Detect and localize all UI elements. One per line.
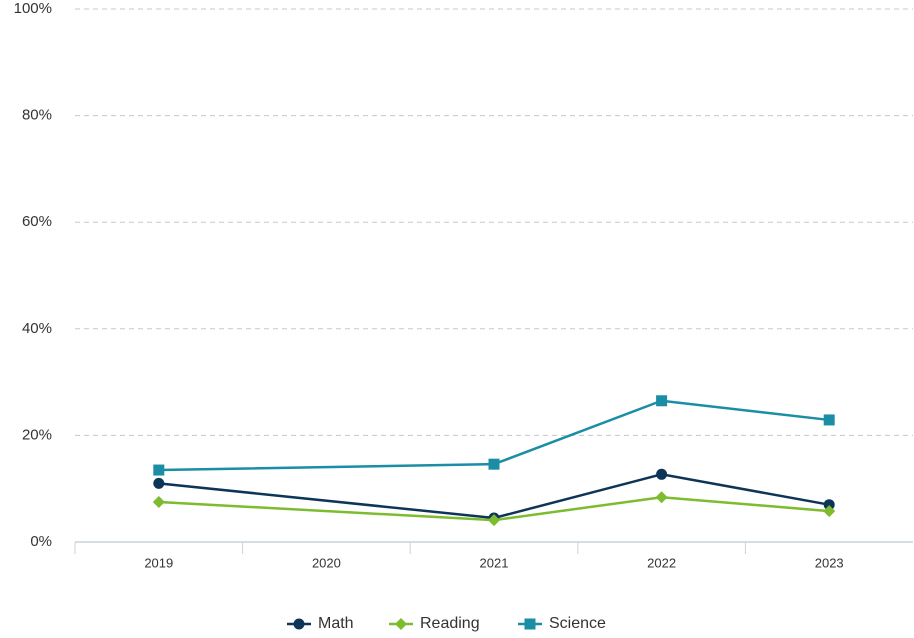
- series-line: [158, 399, 830, 472]
- data-point: [656, 468, 668, 480]
- x-tick-label: 2020: [312, 555, 341, 570]
- x-tick-label: 2021: [480, 555, 509, 570]
- data-point: [488, 514, 500, 527]
- y-tick-label: 80%: [22, 107, 52, 124]
- legend-label: Science: [549, 615, 606, 632]
- data-point: [823, 499, 835, 511]
- legend-item: Reading: [389, 615, 480, 632]
- x-tick-label: 2019: [144, 555, 173, 570]
- legend-item: Science: [518, 615, 606, 632]
- y-tick-label: 100%: [14, 0, 52, 17]
- y-tick-label: 20%: [22, 426, 52, 443]
- x-tick-label: 2023: [815, 555, 844, 570]
- data-point: [488, 458, 500, 470]
- legend-label: Math: [318, 615, 354, 632]
- y-tick-label: 0%: [30, 533, 52, 550]
- legend-label: Reading: [420, 615, 480, 632]
- series-line: [158, 473, 830, 520]
- x-tick-label: 2022: [647, 555, 676, 570]
- series-line: [158, 495, 830, 522]
- y-tick-label: 40%: [22, 320, 52, 337]
- y-tick-label: 60%: [22, 213, 52, 230]
- legend-marker: [293, 618, 305, 630]
- data-point: [823, 414, 835, 426]
- data-point: [823, 505, 836, 518]
- legend-item: Math: [287, 615, 354, 632]
- legend-marker: [524, 618, 536, 630]
- legend-marker: [395, 618, 407, 630]
- data-point: [153, 464, 165, 476]
- data-point: [656, 395, 668, 407]
- data-point: [655, 491, 668, 504]
- data-point: [152, 496, 165, 509]
- data-point: [153, 477, 165, 489]
